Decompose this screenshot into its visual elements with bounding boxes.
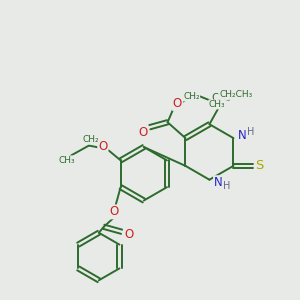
Text: H: H (223, 181, 230, 191)
Text: O: O (109, 206, 118, 218)
Text: CH₂CH₃: CH₂CH₃ (219, 90, 252, 99)
Text: CH₃: CH₃ (212, 94, 231, 103)
Text: O: O (138, 126, 147, 139)
Text: CH₂: CH₂ (82, 135, 99, 144)
Text: H: H (247, 127, 254, 137)
Text: O: O (173, 97, 182, 110)
Text: N: N (214, 176, 223, 189)
Text: O: O (124, 228, 133, 241)
Text: CH₃: CH₃ (209, 100, 225, 109)
Text: CH₃: CH₃ (59, 156, 76, 165)
Text: O: O (98, 140, 107, 153)
Text: CH₂: CH₂ (183, 92, 200, 101)
Text: N: N (238, 129, 247, 142)
Text: S: S (255, 159, 263, 172)
